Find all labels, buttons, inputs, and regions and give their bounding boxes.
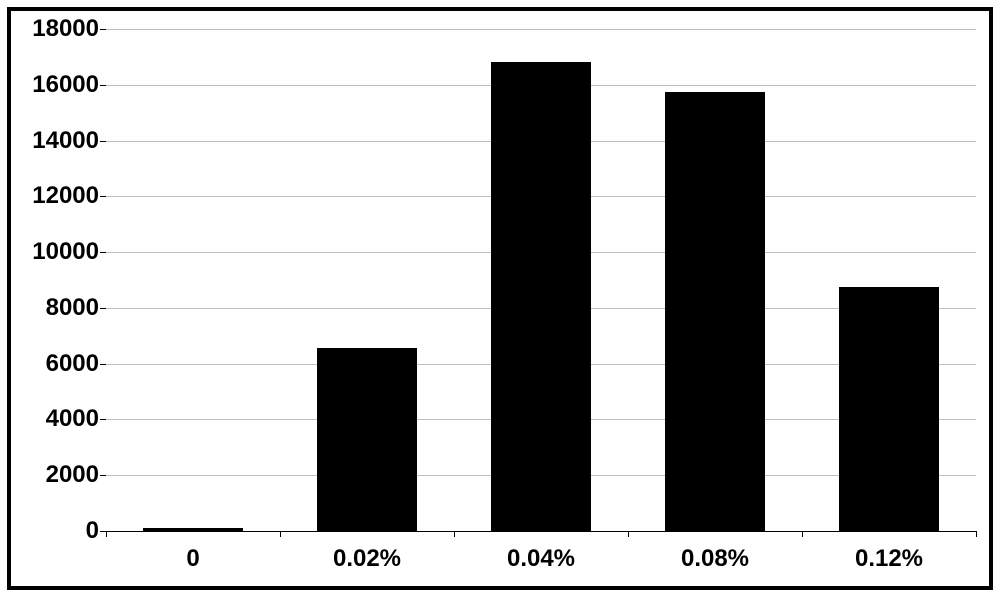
y-axis-label: 0 xyxy=(21,517,99,545)
x-axis-label: 0 xyxy=(186,545,199,573)
x-axis-label: 0.08% xyxy=(681,545,749,573)
bar xyxy=(491,62,592,531)
bar xyxy=(665,92,766,531)
plot-area xyxy=(106,29,976,531)
y-axis-label: 8000 xyxy=(21,294,99,322)
x-tick xyxy=(106,531,107,537)
y-tick xyxy=(100,419,106,420)
y-axis-label: 14000 xyxy=(21,127,99,155)
y-tick xyxy=(100,364,106,365)
y-tick xyxy=(100,141,106,142)
y-axis-label: 10000 xyxy=(21,238,99,266)
x-tick xyxy=(802,531,803,537)
x-axis-baseline xyxy=(106,531,976,532)
y-axis-label: 6000 xyxy=(21,350,99,378)
x-tick xyxy=(280,531,281,537)
x-tick xyxy=(454,531,455,537)
y-tick xyxy=(100,252,106,253)
y-axis-label: 4000 xyxy=(21,405,99,433)
y-tick xyxy=(100,308,106,309)
gridline xyxy=(106,29,976,30)
y-tick xyxy=(100,196,106,197)
x-axis-label: 0.04% xyxy=(507,545,575,573)
y-axis-label: 12000 xyxy=(21,182,99,210)
y-tick xyxy=(100,475,106,476)
x-axis-label: 0.02% xyxy=(333,545,401,573)
y-axis-label: 2000 xyxy=(21,461,99,489)
y-axis-label: 16000 xyxy=(21,71,99,99)
bar xyxy=(839,287,940,531)
chart-frame: 0 2000 4000 6000 8000 10000 12000 14000 16000 180… xyxy=(7,7,993,590)
y-tick xyxy=(100,29,106,30)
x-axis-label: 0.12% xyxy=(855,545,923,573)
y-tick xyxy=(100,85,106,86)
y-axis-label: 18000 xyxy=(21,15,99,43)
x-tick xyxy=(628,531,629,537)
bar xyxy=(317,348,418,531)
x-tick xyxy=(976,531,977,537)
